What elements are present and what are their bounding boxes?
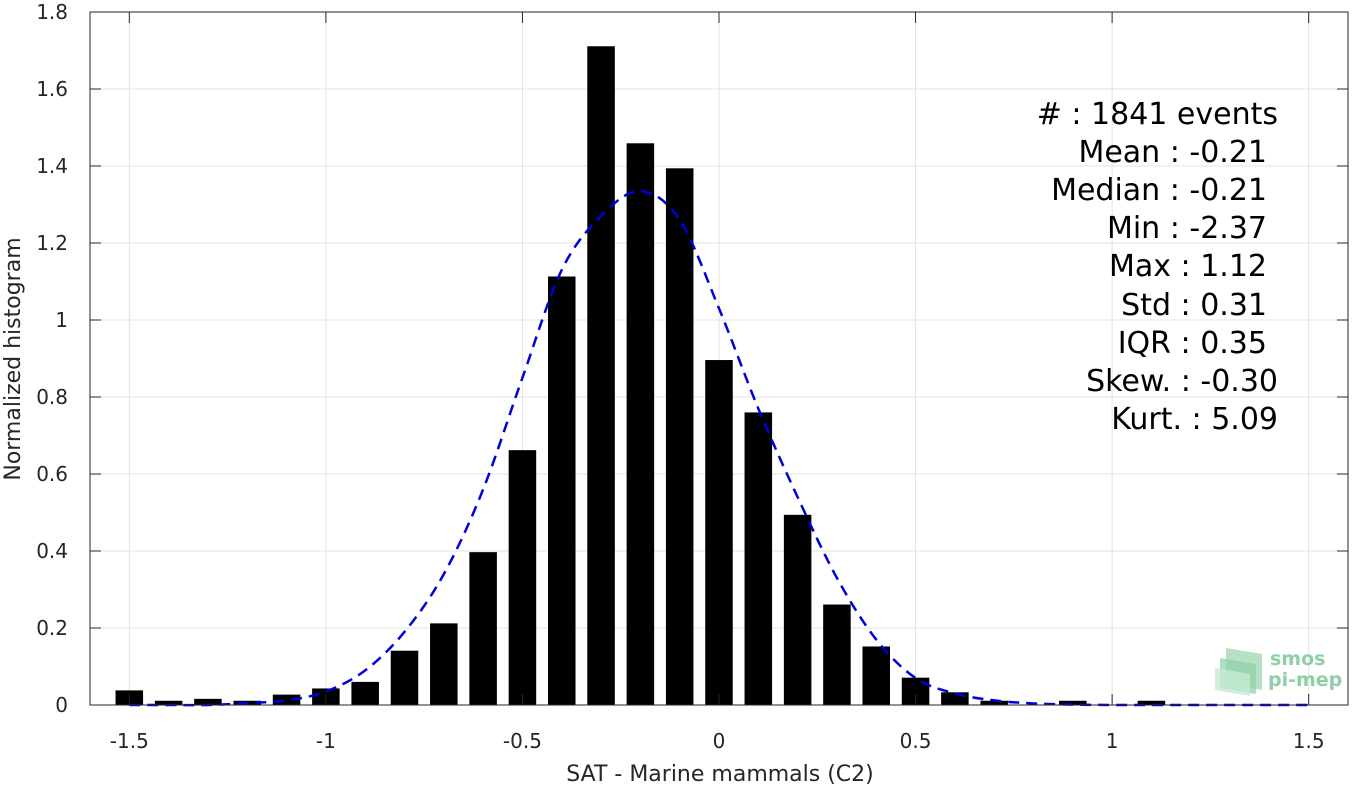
histogram-bar <box>272 694 301 705</box>
stats-mean: Mean : -0.21 <box>1078 135 1267 170</box>
histogram-bar <box>154 700 183 705</box>
y-tick-label: 1 <box>55 308 68 332</box>
stats-iqr: IQR : 0.35 <box>1118 326 1267 361</box>
histogram-bar <box>587 46 615 705</box>
histogram-bar <box>194 698 222 705</box>
y-tick-label: 0 <box>55 693 68 717</box>
histogram-bar <box>626 143 655 705</box>
stats-max: Max : 1.12 <box>1109 249 1267 284</box>
histogram-bar <box>862 646 891 705</box>
histogram-bar <box>744 412 773 705</box>
x-tick-label: 0 <box>713 729 726 753</box>
logo-text-smos: smos <box>1270 648 1325 670</box>
x-tick-label: 0.5 <box>900 729 932 753</box>
y-tick-label: 0.8 <box>36 385 68 409</box>
histogram-bar <box>823 604 851 705</box>
histogram-bar <box>980 700 1008 705</box>
y-tick-labels: 0 0.2 0.4 0.6 0.8 1 1.2 1.4 1.6 1.8 <box>36 0 68 717</box>
histogram-bar <box>705 360 733 705</box>
histogram-bar <box>547 276 576 705</box>
x-tick-label: -0.5 <box>503 729 542 753</box>
x-tick-label: -1 <box>316 729 336 753</box>
histogram-bar <box>1137 700 1166 705</box>
logo-text-pimep: pi-mep <box>1268 669 1342 691</box>
histogram-bar <box>351 681 379 705</box>
y-tick-label: 1.6 <box>36 77 68 101</box>
logo-mark-icon <box>1215 648 1262 696</box>
y-tick-label: 1.4 <box>36 154 68 178</box>
y-tick-label: 0.4 <box>36 539 68 563</box>
histogram-bar <box>1059 700 1087 705</box>
y-tick-label: 1.2 <box>36 231 68 255</box>
stats-kurt: Kurt. : 5.09 <box>1111 402 1278 437</box>
x-tick-label: 1.5 <box>1293 729 1325 753</box>
stats-min: Min : -2.37 <box>1107 211 1267 246</box>
histogram-bar <box>390 650 419 705</box>
y-tick-label: 0.6 <box>36 462 68 486</box>
y-tick-label: 1.8 <box>36 0 68 24</box>
x-axis-label: SAT - Marine mammals (C2) <box>566 762 874 785</box>
stats-std: Std : 0.31 <box>1121 288 1267 323</box>
histogram-bar <box>508 450 537 705</box>
stats-skew: Skew. : -0.30 <box>1086 364 1278 399</box>
y-tick-label: 0.2 <box>36 616 68 640</box>
histogram-bar <box>469 552 497 705</box>
histogram-bar <box>430 623 458 705</box>
histogram-bars <box>115 46 1166 705</box>
y-axis-label: Normalized histogram <box>1 237 26 480</box>
stats-median: Median : -0.21 <box>1051 173 1267 208</box>
x-tick-label: -1.5 <box>110 729 149 753</box>
x-tick-label: 1 <box>1106 729 1119 753</box>
stats-box: # : 1841 events Mean : -0.21 Median : -0… <box>1037 97 1278 437</box>
smos-pimep-logo: smos pi-mep <box>1215 648 1342 696</box>
histogram-bar <box>783 514 812 705</box>
histogram-bar <box>665 168 694 705</box>
x-tick-labels: -1.5 -1 -0.5 0 0.5 1 1.5 <box>110 729 1325 753</box>
stats-count: # : 1841 events <box>1037 97 1278 132</box>
axis-ticks <box>90 11 1348 706</box>
